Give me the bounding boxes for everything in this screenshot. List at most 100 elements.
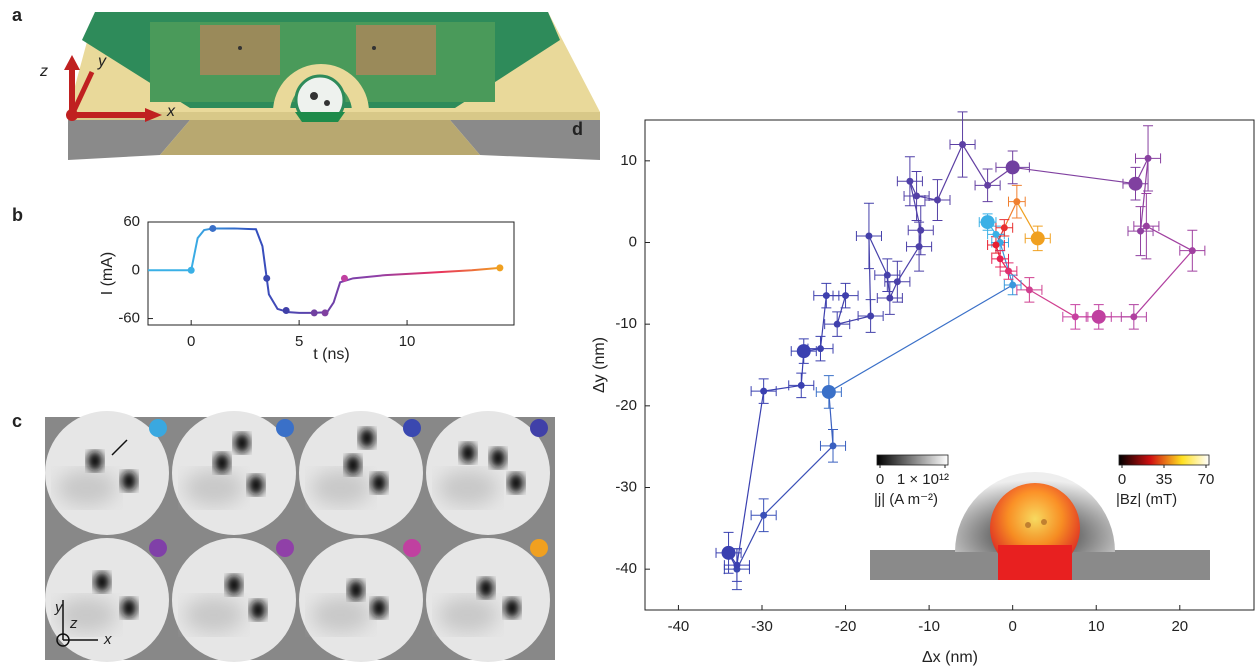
y-tick-label: 0 xyxy=(132,261,140,278)
colorbar-label: |j| (A m⁻²) xyxy=(874,491,938,508)
y-tick-label: -10 xyxy=(615,315,637,332)
image-texture xyxy=(438,470,498,506)
trajectory-segment xyxy=(1133,250,1193,318)
colorbar-tick-label: 70 xyxy=(1198,471,1215,488)
colorbar-tick-label: 0 xyxy=(1118,471,1126,488)
point xyxy=(842,292,850,300)
trajectory-segment xyxy=(828,391,834,446)
colorbar-tick-label: 1 × 10¹² xyxy=(897,471,949,488)
axis-letter: y xyxy=(54,599,64,616)
y-axis-label: I (mA) xyxy=(99,252,116,296)
image-spot xyxy=(121,471,137,491)
trajectory-segment xyxy=(763,384,802,392)
current-line xyxy=(148,227,500,314)
trajectory-segment xyxy=(896,246,920,283)
colorbar-tick-label: 35 xyxy=(1156,471,1173,488)
x-tick-label: -40 xyxy=(668,618,690,635)
point xyxy=(1188,247,1196,255)
time-marker xyxy=(263,274,271,282)
time-dot xyxy=(149,539,167,557)
x-tick-label: -20 xyxy=(835,618,857,635)
image-texture xyxy=(438,597,498,633)
trajectory-segment xyxy=(1008,270,1030,291)
point xyxy=(996,255,1004,263)
x-tick-label: -10 xyxy=(918,618,940,635)
trajectory-segment xyxy=(1029,289,1076,318)
point xyxy=(893,278,901,286)
time-dot xyxy=(403,419,421,437)
point xyxy=(1071,313,1079,321)
x-axis-label: t (ns) xyxy=(313,346,349,363)
point xyxy=(933,196,941,204)
time-dot xyxy=(403,539,421,557)
point xyxy=(816,345,824,353)
point xyxy=(913,192,921,200)
trajectory-segment xyxy=(736,515,765,570)
x-tick-label: 5 xyxy=(295,333,303,350)
point xyxy=(821,384,836,399)
point xyxy=(1004,267,1012,275)
time-marker xyxy=(310,309,318,317)
time-marker xyxy=(282,307,290,315)
y-tick-label: 60 xyxy=(123,213,140,230)
trajectory-segment xyxy=(1003,201,1018,229)
trajectory-segment xyxy=(736,391,765,566)
image-spot xyxy=(345,455,361,475)
plot-frame xyxy=(147,221,515,326)
image-spot xyxy=(214,453,230,473)
point xyxy=(760,387,768,395)
trajectory-segment xyxy=(916,195,938,201)
trajectory-segment xyxy=(836,295,847,325)
colorbar-tick-label: 0 xyxy=(876,471,884,488)
trajectory-segment xyxy=(999,242,1014,286)
point xyxy=(796,344,811,359)
point xyxy=(883,271,891,279)
image-texture xyxy=(57,470,117,506)
colorbar-label: |Bz| (mT) xyxy=(1116,491,1177,508)
point xyxy=(1137,227,1145,235)
point xyxy=(833,320,841,328)
trajectory-segment xyxy=(868,235,888,276)
image-spot xyxy=(250,600,266,620)
x-tick-label: 20 xyxy=(1171,618,1188,635)
time-dot xyxy=(530,419,548,437)
point xyxy=(822,292,830,300)
image-spot xyxy=(371,473,387,493)
axis-dot xyxy=(56,633,70,647)
x-tick-label: 0 xyxy=(1008,618,1016,635)
time-dot xyxy=(149,419,167,437)
y-tick-label: -60 xyxy=(118,310,140,327)
point xyxy=(980,215,995,230)
trajectory-segment xyxy=(1146,225,1193,252)
x-axis-label: Δx (nm) xyxy=(922,649,978,666)
panel-label: d xyxy=(572,119,583,139)
image-spot xyxy=(359,428,375,448)
image-texture xyxy=(311,597,371,633)
trajectory-segment xyxy=(828,284,1013,393)
point xyxy=(865,232,873,240)
time-dot xyxy=(530,539,548,557)
image-spot xyxy=(248,475,264,495)
image-spot xyxy=(490,448,506,468)
trajectory-segment xyxy=(1139,158,1149,232)
image-disk xyxy=(299,538,423,662)
point xyxy=(1005,160,1020,175)
x-tick-label: -30 xyxy=(751,618,773,635)
time-marker xyxy=(496,264,504,272)
y-tick-label: -40 xyxy=(615,560,637,577)
time-marker xyxy=(209,224,217,232)
x-tick-label: 0 xyxy=(187,333,195,350)
x-tick-label: 10 xyxy=(399,333,416,350)
image-spot xyxy=(478,578,494,598)
point xyxy=(992,230,1000,238)
point xyxy=(1091,309,1106,324)
image-spot xyxy=(234,433,250,453)
image-spot xyxy=(94,572,110,592)
trajectory-segment xyxy=(962,144,989,186)
image-spot xyxy=(460,443,476,463)
y-tick-label: 10 xyxy=(620,152,637,169)
axis-letter: z xyxy=(69,615,78,632)
point xyxy=(1000,224,1008,232)
image-disk xyxy=(426,538,550,662)
